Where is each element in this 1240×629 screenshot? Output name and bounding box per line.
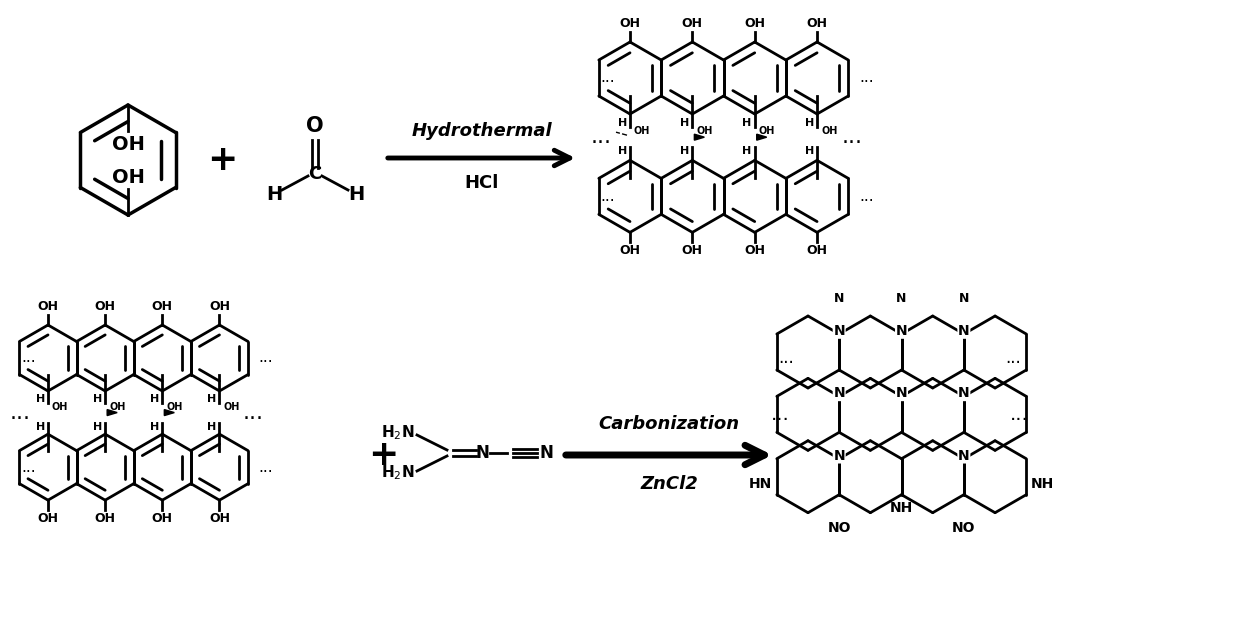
Text: NH: NH [1032, 477, 1054, 491]
Text: H: H [743, 146, 751, 156]
Text: O: O [306, 116, 324, 136]
Text: ...: ... [600, 189, 615, 204]
Text: H: H [680, 146, 689, 156]
Text: H: H [36, 394, 45, 404]
Text: OH: OH [821, 126, 837, 136]
Text: NO: NO [952, 521, 976, 535]
Text: OH: OH [223, 401, 239, 411]
Text: ...: ... [1006, 349, 1021, 367]
Text: H: H [207, 421, 217, 431]
Text: ...: ... [590, 127, 611, 147]
Text: ...: ... [842, 127, 863, 147]
Text: H: H [93, 421, 102, 431]
Text: OH: OH [210, 300, 229, 313]
Text: ...: ... [258, 350, 273, 365]
Text: OH: OH [620, 244, 641, 257]
Text: OH: OH [744, 17, 765, 30]
Text: H: H [680, 118, 689, 128]
Text: HN: HN [749, 477, 773, 491]
Text: OH: OH [37, 300, 58, 313]
Text: OH: OH [806, 244, 827, 257]
Text: N: N [959, 449, 970, 463]
Text: OH: OH [697, 126, 713, 136]
Text: H$_2$N: H$_2$N [382, 424, 415, 442]
Text: N: N [833, 324, 844, 338]
Text: N: N [835, 292, 844, 305]
Text: N: N [897, 292, 906, 305]
Text: ZnCl2: ZnCl2 [640, 475, 698, 493]
Text: OH: OH [759, 126, 775, 136]
Text: NH: NH [890, 501, 913, 515]
Text: ...: ... [859, 70, 874, 86]
Text: ...: ... [779, 349, 794, 367]
Polygon shape [694, 134, 704, 140]
Text: N: N [833, 449, 844, 463]
Polygon shape [756, 134, 766, 140]
Text: H: H [805, 118, 815, 128]
Text: OH: OH [806, 17, 827, 30]
Text: H: H [207, 394, 217, 404]
Text: H$_2$N: H$_2$N [382, 464, 415, 482]
Text: H: H [150, 394, 159, 404]
Text: N: N [833, 386, 844, 401]
Text: OH: OH [166, 401, 182, 411]
Text: OH: OH [94, 512, 115, 525]
Text: H: H [618, 118, 627, 128]
Polygon shape [165, 409, 175, 416]
Text: OH: OH [634, 126, 650, 136]
Text: C: C [309, 165, 321, 183]
Text: +: + [368, 438, 398, 472]
Text: ...: ... [1011, 405, 1029, 424]
Text: OH: OH [151, 512, 172, 525]
Text: ...: ... [258, 460, 273, 475]
Text: OH: OH [37, 512, 58, 525]
Text: OH: OH [112, 168, 144, 187]
Text: HCl: HCl [464, 174, 498, 192]
Text: H: H [93, 394, 102, 404]
Text: OH: OH [620, 17, 641, 30]
Text: OH: OH [151, 300, 172, 313]
Text: N: N [959, 324, 970, 338]
Text: H: H [150, 421, 159, 431]
Text: ...: ... [242, 403, 263, 423]
Text: N: N [959, 386, 970, 401]
Polygon shape [107, 409, 117, 416]
Text: H: H [743, 118, 751, 128]
Text: ...: ... [859, 189, 874, 204]
Text: N: N [959, 292, 970, 305]
Text: OH: OH [744, 244, 765, 257]
Text: OH: OH [112, 135, 144, 154]
Text: H: H [265, 184, 283, 204]
Text: +: + [207, 143, 237, 177]
Text: H: H [805, 146, 815, 156]
Text: OH: OH [682, 244, 703, 257]
Text: N: N [895, 324, 908, 338]
Text: ...: ... [10, 403, 31, 423]
Text: N: N [895, 386, 908, 401]
Text: Hydrothermal: Hydrothermal [412, 122, 552, 140]
Text: NO: NO [827, 521, 851, 535]
Text: ...: ... [600, 70, 615, 86]
Text: ...: ... [21, 350, 36, 365]
Text: OH: OH [210, 512, 229, 525]
Text: N: N [475, 444, 489, 462]
Text: H: H [348, 184, 365, 204]
Text: OH: OH [94, 300, 115, 313]
Text: N: N [539, 444, 553, 462]
Text: Carbonization: Carbonization [599, 415, 739, 433]
Text: OH: OH [109, 401, 125, 411]
Text: ...: ... [21, 460, 36, 475]
Text: H: H [618, 146, 627, 156]
Text: H: H [36, 421, 45, 431]
Text: OH: OH [682, 17, 703, 30]
Text: OH: OH [52, 401, 68, 411]
Text: ...: ... [771, 405, 790, 424]
